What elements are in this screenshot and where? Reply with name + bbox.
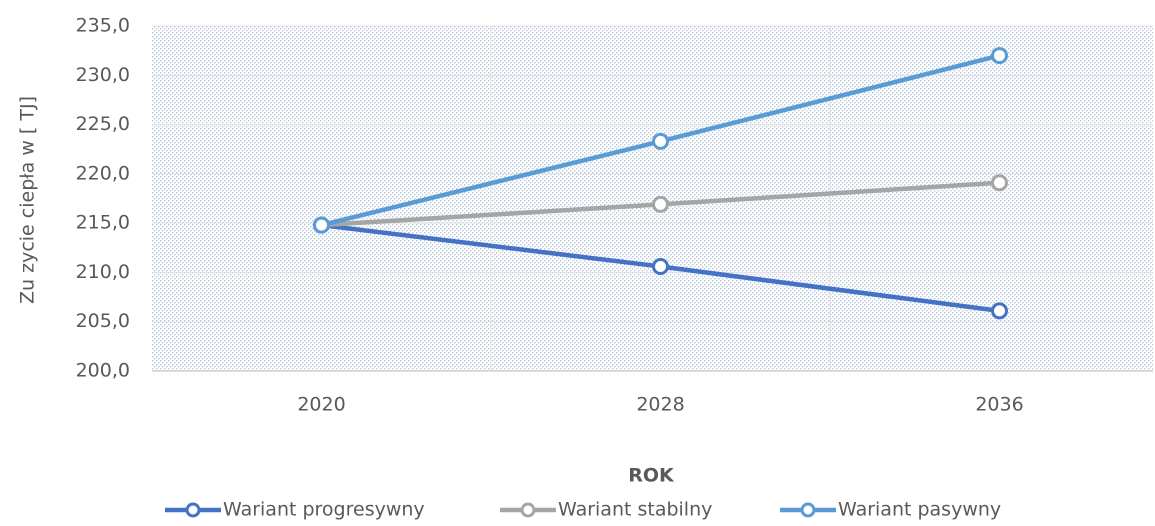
y-tick-label: 235,0 (76, 15, 130, 37)
x-tick-label: 2020 (297, 394, 345, 416)
x-tick-label: 2028 (636, 394, 684, 416)
point-marker (652, 195, 669, 213)
y-tick-label: 225,0 (76, 113, 130, 135)
point-marker (652, 258, 669, 276)
y-tick-label: 215,0 (76, 212, 130, 234)
x-tick-label: 2036 (975, 394, 1023, 416)
legend-label: Wariant stabilny (558, 499, 712, 521)
y-tick-label: 200,0 (76, 360, 130, 382)
y-tick-label: 220,0 (76, 162, 130, 184)
x-axis-label: ROK (628, 465, 675, 487)
point-marker (313, 216, 330, 234)
point-marker (652, 132, 669, 150)
y-tick-label: 210,0 (76, 261, 130, 283)
legend-marker (520, 502, 536, 518)
y-axis-label: Zu zycie ciepła w [ TJ] (17, 96, 39, 304)
plot-area (152, 26, 1153, 371)
point-marker (991, 302, 1008, 320)
y-tick-label: 205,0 (76, 310, 130, 332)
legend-marker (185, 502, 201, 518)
point-marker (991, 174, 1008, 192)
legend-marker (800, 502, 816, 518)
point-marker (991, 47, 1008, 65)
legend-label: Wariant progresywny (223, 499, 425, 521)
legend-label: Wariant pasywny (838, 499, 1001, 521)
y-tick-label: 230,0 (76, 64, 130, 86)
